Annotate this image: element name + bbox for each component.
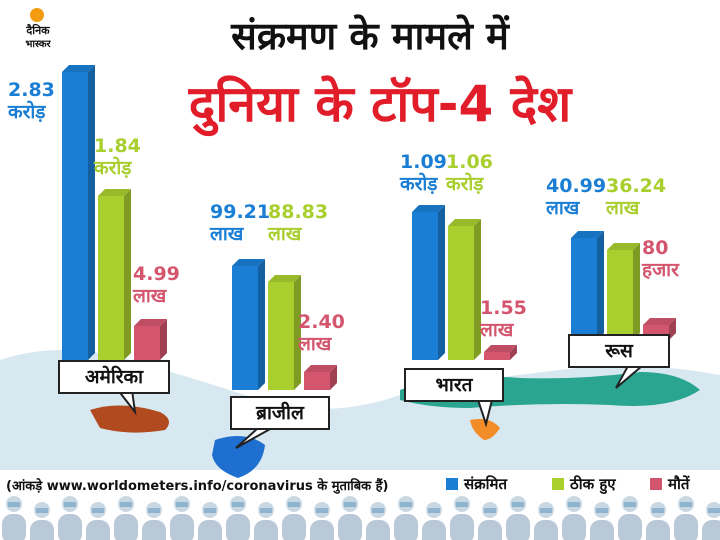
data-label-infected-0: 2.83 करोड़ bbox=[7, 79, 55, 123]
person-silhouette bbox=[394, 496, 418, 540]
country-pointer-3 bbox=[615, 365, 645, 389]
legend-item-recovered: ठीक हुए bbox=[552, 474, 616, 494]
brand-logo: दैनिक भास्कर bbox=[10, 8, 62, 58]
data-label-deaths-2: 1.55 लाख bbox=[479, 297, 527, 341]
bar-recovered-2 bbox=[448, 219, 481, 360]
data-label-recovered-0: 1.84 करोड़ bbox=[93, 135, 141, 179]
data-label-infected-1: 99.21 लाख bbox=[209, 201, 270, 245]
data-label-recovered-3: 36.24 लाख bbox=[605, 175, 666, 219]
person-silhouette bbox=[562, 496, 586, 540]
legend-swatch-deaths bbox=[650, 478, 662, 490]
legend-label-infected: संक्रमित bbox=[464, 475, 508, 493]
country-label-2: भारत bbox=[404, 368, 504, 402]
bar-recovered-3 bbox=[607, 243, 640, 340]
person-silhouette bbox=[170, 496, 194, 540]
legend-label-deaths: मौतें bbox=[668, 475, 690, 493]
data-label-infected-3: 40.99 लाख bbox=[545, 175, 606, 219]
person-silhouette bbox=[338, 496, 362, 540]
data-label-recovered-1: 88.83 लाख bbox=[267, 201, 328, 245]
person-silhouette bbox=[58, 496, 82, 540]
country-label-0: अमेरिका bbox=[58, 360, 170, 394]
country-pointer-1 bbox=[235, 427, 276, 449]
data-label-infected-2: 1.09 करोड़ bbox=[399, 151, 447, 195]
logo-line1: दैनिक bbox=[26, 24, 50, 37]
person-silhouette bbox=[702, 502, 720, 540]
brazil-map-shape bbox=[212, 436, 265, 478]
source-note: (आंकड़े www.worldometers.info/coronaviru… bbox=[6, 479, 389, 494]
data-label-recovered-2: 1.06 करोड़ bbox=[445, 151, 493, 195]
person-silhouette bbox=[646, 502, 670, 540]
bar-infected-0 bbox=[62, 65, 95, 360]
person-silhouette bbox=[2, 496, 26, 540]
person-silhouette bbox=[254, 502, 278, 540]
chart-title-line2: दुनिया के टॉप-4 देश bbox=[188, 75, 572, 133]
person-silhouette bbox=[618, 496, 642, 540]
logo-line2: भास्कर bbox=[25, 39, 51, 50]
legend-item-deaths: मौतें bbox=[650, 474, 689, 494]
bar-infected-2 bbox=[412, 205, 445, 360]
legend-item-infected: संक्रमित bbox=[446, 474, 507, 494]
person-silhouette bbox=[478, 502, 502, 540]
legend-swatch-recovered bbox=[552, 478, 564, 490]
bar-deaths-0 bbox=[134, 319, 167, 360]
crowd-illustration bbox=[2, 496, 720, 540]
country-label-1: ब्राजील bbox=[230, 396, 330, 430]
chart-title-line1: संक्रमण के मामले में bbox=[231, 14, 509, 58]
legend-label-recovered: ठीक हुए bbox=[570, 475, 616, 493]
person-silhouette bbox=[114, 496, 138, 540]
person-silhouette bbox=[534, 502, 558, 540]
person-silhouette bbox=[310, 502, 334, 540]
person-silhouette bbox=[282, 496, 306, 540]
sun-icon bbox=[30, 8, 44, 22]
person-silhouette bbox=[366, 502, 390, 540]
person-silhouette bbox=[142, 502, 166, 540]
person-silhouette bbox=[226, 496, 250, 540]
person-silhouette bbox=[450, 496, 474, 540]
person-silhouette bbox=[30, 502, 54, 540]
bar-deaths-1 bbox=[304, 365, 337, 390]
bar-recovered-0 bbox=[98, 189, 131, 360]
person-silhouette bbox=[506, 496, 530, 540]
person-silhouette bbox=[674, 496, 698, 540]
bar-infected-3 bbox=[571, 231, 604, 340]
data-label-deaths-1: 2.40 लाख bbox=[297, 311, 345, 355]
bar-infected-1 bbox=[232, 259, 265, 390]
person-silhouette bbox=[422, 502, 446, 540]
country-label-3: रूस bbox=[568, 334, 670, 368]
bar-recovered-1 bbox=[268, 275, 301, 390]
person-silhouette bbox=[590, 502, 614, 540]
country-pointer-2 bbox=[476, 399, 494, 428]
data-label-deaths-3: 80 हजार bbox=[641, 237, 680, 281]
bar-deaths-2 bbox=[484, 345, 517, 360]
usa-map-shape bbox=[90, 405, 169, 433]
india-map-shape bbox=[470, 419, 500, 440]
person-silhouette bbox=[198, 502, 222, 540]
data-label-deaths-0: 4.99 लाख bbox=[132, 263, 180, 307]
person-silhouette bbox=[86, 502, 110, 540]
legend-swatch-infected bbox=[446, 478, 458, 490]
